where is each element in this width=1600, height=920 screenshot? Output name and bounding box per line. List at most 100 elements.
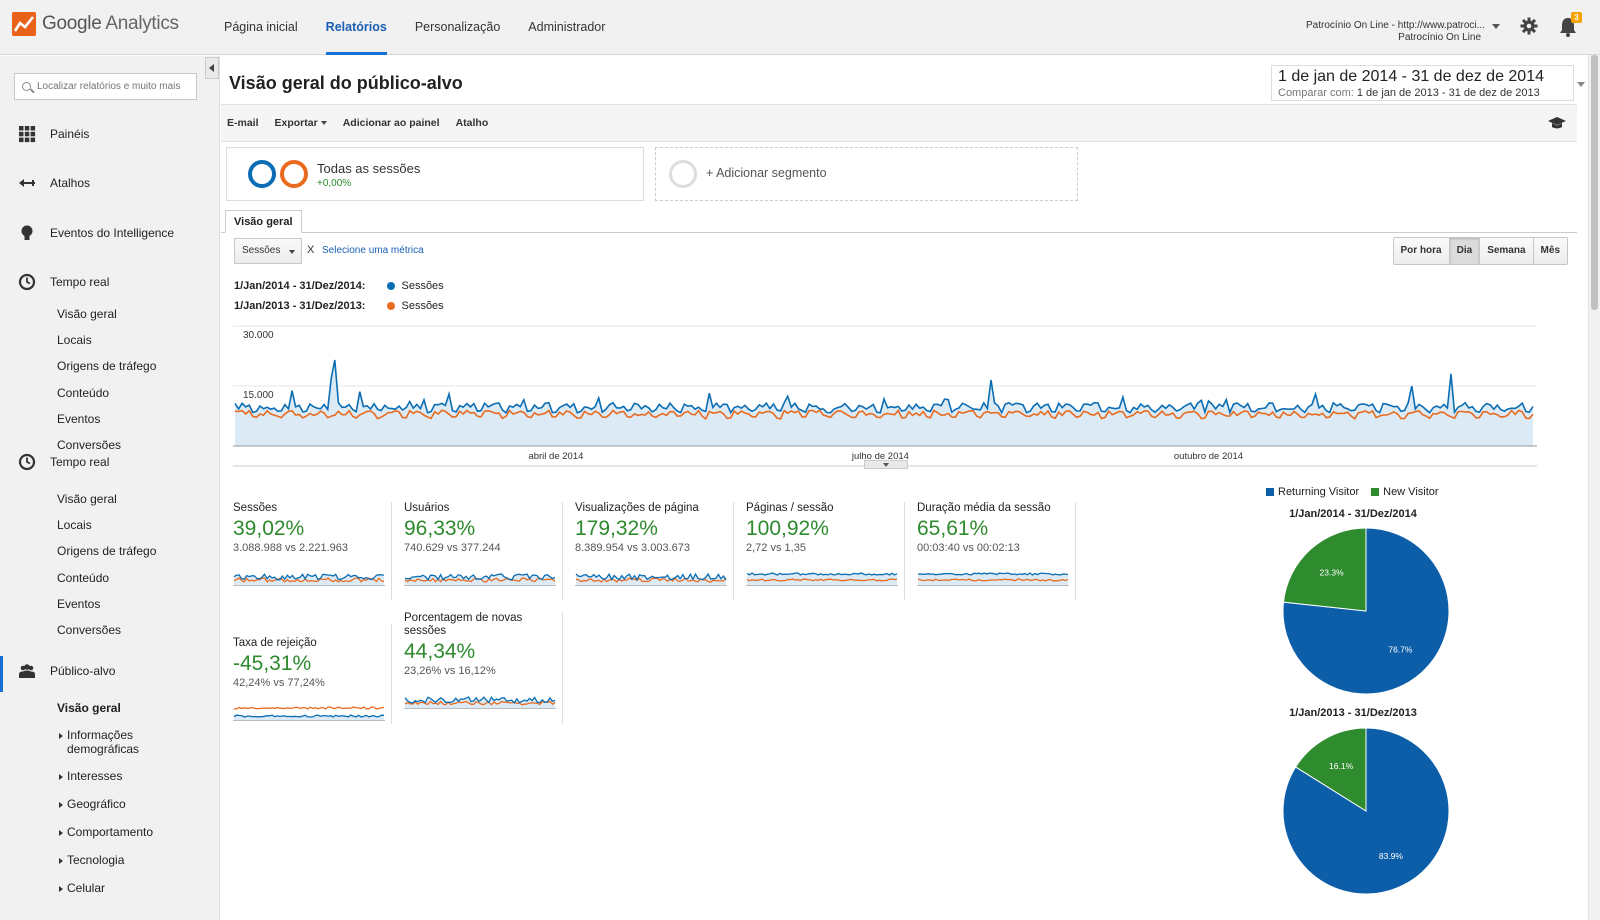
chevron-down-icon bbox=[320, 121, 327, 126]
legend-new-visitor: New Visitor bbox=[1383, 486, 1439, 498]
search-box[interactable] bbox=[14, 73, 197, 100]
scorecard-avg-session-duration[interactable]: Duração média da sessão 65,61% 00:03:40 … bbox=[905, 502, 1076, 600]
sessions-line-chart[interactable]: 30.000 15.000 abril de 2014 julho de 2014 ou… bbox=[233, 318, 1537, 468]
pie-slice-label: 83.9% bbox=[1379, 851, 1404, 861]
sidebar-subitem-realtime-events[interactable]: Eventos bbox=[57, 412, 101, 426]
expand-arrow-icon bbox=[59, 732, 63, 739]
chart-collapse-handle[interactable] bbox=[864, 460, 908, 469]
date-range-picker[interactable]: 1 de jan de 2014 - 31 de dez de 2014 Com… bbox=[1271, 65, 1585, 101]
sidebar-subitem-audience-overview[interactable]: Visão geral bbox=[57, 701, 121, 715]
sidebar-subitem-label: Interesses bbox=[67, 769, 123, 783]
sparkline-area bbox=[405, 574, 555, 586]
scorecard-pageviews[interactable]: Visualizações de página 179,32% 8.389.95… bbox=[563, 502, 734, 600]
account-selector[interactable]: Patrocínio On Line - http://www.patroci.… bbox=[1306, 20, 1485, 44]
sparkline-2013 bbox=[917, 578, 1069, 582]
sidebar-subitem-realtime2-conversions[interactable]: Conversões bbox=[57, 623, 122, 637]
granularity-month-button[interactable]: Mês bbox=[1532, 238, 1567, 264]
collapse-sidebar-button[interactable] bbox=[205, 57, 219, 79]
sidebar: Painéis Atalhos Eventos do Intelligence … bbox=[0, 56, 220, 920]
scorecard-comparison: 740.629 vs 377.244 bbox=[404, 542, 501, 554]
sparkline-2014 bbox=[575, 572, 727, 581]
export-button[interactable]: Exportar bbox=[275, 117, 327, 129]
scorecard-bounce-rate[interactable]: Taxa de rejeição -45,31% 42,24% vs 77,24… bbox=[221, 624, 392, 724]
chevron-down-icon[interactable] bbox=[1492, 24, 1500, 29]
granularity-week-button[interactable]: Semana bbox=[1479, 238, 1533, 264]
scorecard-change: 100,92% bbox=[746, 517, 829, 540]
email-button[interactable]: E-mail bbox=[227, 117, 259, 129]
sidebar-subitem-behavior[interactable]: Comportamento bbox=[59, 825, 153, 839]
add-segment-button[interactable]: + Adicionar segmento bbox=[655, 147, 1078, 201]
sidebar-item-realtime[interactable]: Tempo real bbox=[0, 267, 218, 297]
sidebar-item-intelligence[interactable]: Eventos do Intelligence bbox=[0, 218, 218, 248]
sidebar-item-audience[interactable]: Público-alvo bbox=[0, 656, 218, 692]
account-property: Patrocínio On Line - http://www.patroci.… bbox=[1306, 20, 1485, 31]
sidebar-item-label: Atalhos bbox=[50, 176, 91, 190]
metric-dropdown[interactable]: Sessões bbox=[234, 238, 302, 264]
series-2013-line bbox=[234, 409, 1534, 421]
sidebar-subitem-realtime-locations[interactable]: Locais bbox=[57, 333, 92, 347]
sidebar-subitem-realtime2-content[interactable]: Conteúdo bbox=[57, 571, 110, 585]
select-metric-link[interactable]: Selecione uma métrica bbox=[322, 245, 424, 256]
scorecard-change: 179,32% bbox=[575, 517, 658, 540]
search-input[interactable] bbox=[37, 81, 192, 92]
sidebar-subitem-label: Geográfico bbox=[67, 797, 126, 811]
scorecard-pages-per-session[interactable]: Páginas / sessão 100,92% 2,72 vs 1,35 bbox=[734, 502, 905, 600]
sidebar-item-dashboards[interactable]: Painéis bbox=[0, 119, 218, 149]
sidebar-subitem-realtime2-locations[interactable]: Locais bbox=[57, 518, 92, 532]
nav-admin[interactable]: Administrador bbox=[528, 20, 606, 34]
pie-slice-label: 76.7% bbox=[1388, 644, 1413, 654]
series-2014-area bbox=[235, 360, 1533, 446]
sidebar-subitem-interests[interactable]: Interesses bbox=[59, 769, 122, 783]
search-icon bbox=[22, 82, 31, 91]
sidebar-subitem-realtime-overview[interactable]: Visão geral bbox=[57, 307, 117, 321]
notification-bell-icon[interactable]: 3 bbox=[1558, 12, 1582, 38]
scorecard-title: Sessões bbox=[233, 502, 278, 514]
pageviews-sparkline bbox=[575, 572, 727, 586]
sparkline-area bbox=[234, 574, 384, 586]
sidebar-item-realtime-2[interactable]: Tempo real bbox=[0, 447, 218, 477]
sidebar-item-label: Tempo real bbox=[50, 455, 110, 469]
legend-returning-visitor: Returning Visitor bbox=[1278, 486, 1360, 498]
vertical-scrollbar[interactable] bbox=[1588, 55, 1600, 920]
sidebar-subitem-realtime2-events[interactable]: Eventos bbox=[57, 597, 101, 611]
nav-home[interactable]: Página inicial bbox=[224, 20, 298, 34]
pie-chart-2014[interactable]: 76.7% 23.3% bbox=[1281, 526, 1451, 696]
sidebar-subitem-technology[interactable]: Tecnologia bbox=[59, 853, 124, 867]
segment-name: Todas as sessões bbox=[317, 161, 421, 176]
clock-icon bbox=[18, 273, 36, 291]
sidebar-subitem-realtime2-traffic-sources[interactable]: Origens de tráfego bbox=[57, 544, 157, 558]
granularity-hourly-button[interactable]: Por hora bbox=[1393, 238, 1449, 264]
nav-customization[interactable]: Personalização bbox=[414, 20, 501, 34]
scorecard-change: 96,33% bbox=[404, 517, 476, 540]
sidebar-subitem-realtime-traffic-sources[interactable]: Origens de tráfego bbox=[57, 359, 157, 373]
green-square-icon bbox=[1371, 488, 1380, 497]
nav-reports[interactable]: Relatórios bbox=[312, 0, 401, 55]
pie-slice-label: 16.1% bbox=[1329, 761, 1354, 771]
sidebar-subitem-mobile[interactable]: Celular bbox=[59, 881, 105, 895]
sidebar-subitem-realtime-content[interactable]: Conteúdo bbox=[57, 386, 110, 400]
scorecard-title-line1: Porcentagem de novas bbox=[404, 612, 523, 624]
metric-dropdown-value: Sessões bbox=[242, 245, 281, 256]
sidebar-item-shortcuts[interactable]: Atalhos bbox=[0, 168, 218, 198]
users-sparkline bbox=[404, 573, 556, 586]
add-to-dashboard-button[interactable]: Adicionar ao painel bbox=[342, 117, 440, 129]
gear-icon[interactable] bbox=[1520, 17, 1538, 35]
sidebar-subitem-geo[interactable]: Geográfico bbox=[59, 797, 126, 811]
google-analytics-logo[interactable]: Google Analytics bbox=[12, 12, 179, 36]
top-bar: Google Analytics Página inicial Relatóri… bbox=[0, 0, 1600, 55]
tab-overview[interactable]: Visão geral bbox=[225, 210, 302, 233]
graduation-cap-icon[interactable] bbox=[1547, 116, 1567, 130]
sidebar-subitem-demographics[interactable]: Informações demográficas bbox=[59, 728, 139, 756]
scorecard-users[interactable]: Usuários 96,33% 740.629 vs 377.244 bbox=[392, 502, 563, 600]
x-tick-label: abril de 2014 bbox=[528, 451, 583, 462]
granularity-day-button[interactable]: Dia bbox=[1448, 238, 1480, 264]
scorecard-sessions[interactable]: Sessões 39,02% 3.088.988 vs 2.221.963 bbox=[221, 502, 392, 600]
sidebar-subitem-realtime-conversions[interactable]: Conversões bbox=[57, 438, 122, 452]
sparkline-2014 bbox=[233, 573, 385, 581]
scorecard-new-sessions[interactable]: Porcentagem de novas sessões 44,34% 23,2… bbox=[392, 612, 563, 724]
pie-chart-2013[interactable]: 83.9% 16.1% bbox=[1281, 726, 1451, 896]
sidebar-subitem-realtime2-overview[interactable]: Visão geral bbox=[57, 492, 117, 506]
scrollbar-thumb[interactable] bbox=[1591, 55, 1598, 310]
shortcut-button[interactable]: Atalho bbox=[455, 117, 489, 129]
segment-all-sessions[interactable]: Todas as sessões +0,00% bbox=[226, 147, 644, 201]
